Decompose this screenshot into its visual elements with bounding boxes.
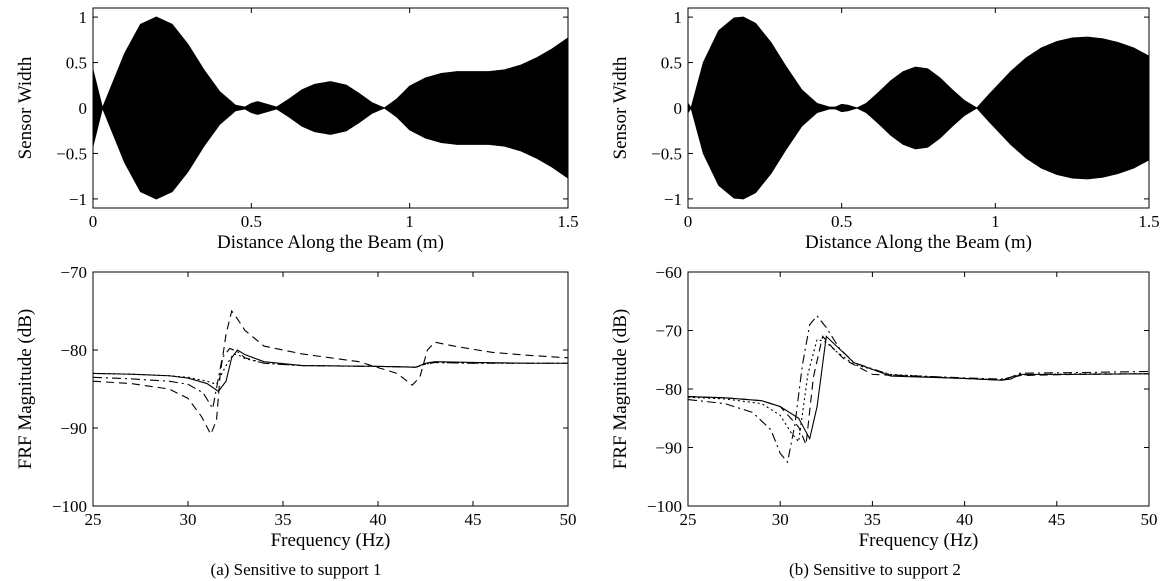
x-tick-label: 45 xyxy=(1048,510,1065,529)
x-tick-label: 30 xyxy=(772,510,789,529)
sensor-shape xyxy=(688,16,1149,200)
y-axis-label: Sensor Width xyxy=(610,56,631,159)
y-tick-label: 1 xyxy=(79,8,88,27)
frf-series-solid xyxy=(93,349,568,393)
y-axis-label: Sensor Width xyxy=(15,56,36,159)
y-tick-label: −90 xyxy=(60,419,87,438)
frf-plot-b: 25 30 35 40 45 50 −60 −70 −80 −90 −100 Frequency (H… xyxy=(610,263,1158,551)
frf-series-dashed xyxy=(688,335,1149,447)
y-tick-label: −80 xyxy=(60,341,87,360)
plot-area xyxy=(93,16,568,200)
x-axis-label: Distance Along the Beam (m) xyxy=(805,232,1032,253)
x-tick-label: 30 xyxy=(180,510,197,529)
x-tick-label: 50 xyxy=(1141,510,1158,529)
y-axis-label: FRF Magnitude (dB) xyxy=(15,309,36,469)
y-tick-label: −100 xyxy=(647,497,682,516)
caption-b: (b) Sensitive to support 2 xyxy=(789,560,961,579)
x-tick-label: 0.5 xyxy=(831,212,852,231)
y-tick-label: 1 xyxy=(674,8,683,27)
x-axis-label: Frequency (Hz) xyxy=(271,530,391,551)
x-tick-label: 35 xyxy=(864,510,881,529)
y-tick-label: −0.5 xyxy=(651,144,682,163)
x-tick-label: 0 xyxy=(89,212,98,231)
x-tick-label: 0.5 xyxy=(241,212,262,231)
y-tick-label: −80 xyxy=(655,380,682,399)
y-tick-label: −90 xyxy=(655,439,682,458)
x-tick-label: 40 xyxy=(956,510,973,529)
plot-area xyxy=(93,309,568,436)
y-axis-label: FRF Magnitude (dB) xyxy=(610,309,631,469)
x-tick-label: 50 xyxy=(560,510,577,529)
frf-series-solid xyxy=(688,335,1149,441)
y-tick-label: 0 xyxy=(674,99,683,118)
x-tick-label: 40 xyxy=(370,510,387,529)
plot-area xyxy=(688,315,1149,464)
x-tick-label: 25 xyxy=(680,510,697,529)
y-tick-label: 0 xyxy=(79,99,88,118)
axes-box xyxy=(687,271,1150,507)
frf-series-dashed xyxy=(93,309,568,436)
x-axis-label: Frequency (Hz) xyxy=(859,530,979,551)
frf-series-dash-dot xyxy=(688,315,1149,464)
frf-series-dotted xyxy=(93,353,568,385)
x-tick-label: 1 xyxy=(405,212,414,231)
plot-area xyxy=(688,16,1149,200)
frf-series-dash-dot xyxy=(93,347,568,411)
x-tick-label: 25 xyxy=(85,510,102,529)
frf-series-dotted xyxy=(688,338,1149,443)
x-tick-label: 1.5 xyxy=(1138,212,1159,231)
x-tick-label: 1.5 xyxy=(557,212,578,231)
x-tick-label: 1 xyxy=(991,212,1000,231)
caption-a: (a) Sensitive to support 1 xyxy=(211,560,382,579)
y-tick-label: 0.5 xyxy=(661,54,682,73)
x-tick-label: 0 xyxy=(684,212,693,231)
y-tick-label: −70 xyxy=(60,263,87,282)
x-tick-label: 35 xyxy=(275,510,292,529)
frf-plot-a: 25 30 35 40 45 50 −70 −80 −90 −100 Frequency (Hz) F… xyxy=(15,263,577,551)
sensor-shape xyxy=(93,16,568,200)
y-tick-label: −100 xyxy=(52,497,87,516)
y-tick-label: −1 xyxy=(664,190,682,209)
y-tick-label: −0.5 xyxy=(56,144,87,163)
y-tick-label: −70 xyxy=(655,322,682,341)
y-tick-label: −60 xyxy=(655,263,682,282)
y-tick-label: 0.5 xyxy=(66,54,87,73)
axes-box xyxy=(92,271,569,507)
x-tick-label: 45 xyxy=(465,510,482,529)
sensor-width-plot-b: 0 0.5 1 1.5 1 0.5 0 −0.5 −1 Distance Along the Be… xyxy=(610,7,1160,253)
sensor-width-plot-a: 0 0.5 1 1.5 1 0.5 0 −0.5 −1 Distance Along the Be… xyxy=(15,7,579,253)
y-tick-label: −1 xyxy=(69,190,87,209)
x-axis-label: Distance Along the Beam (m) xyxy=(217,232,444,253)
